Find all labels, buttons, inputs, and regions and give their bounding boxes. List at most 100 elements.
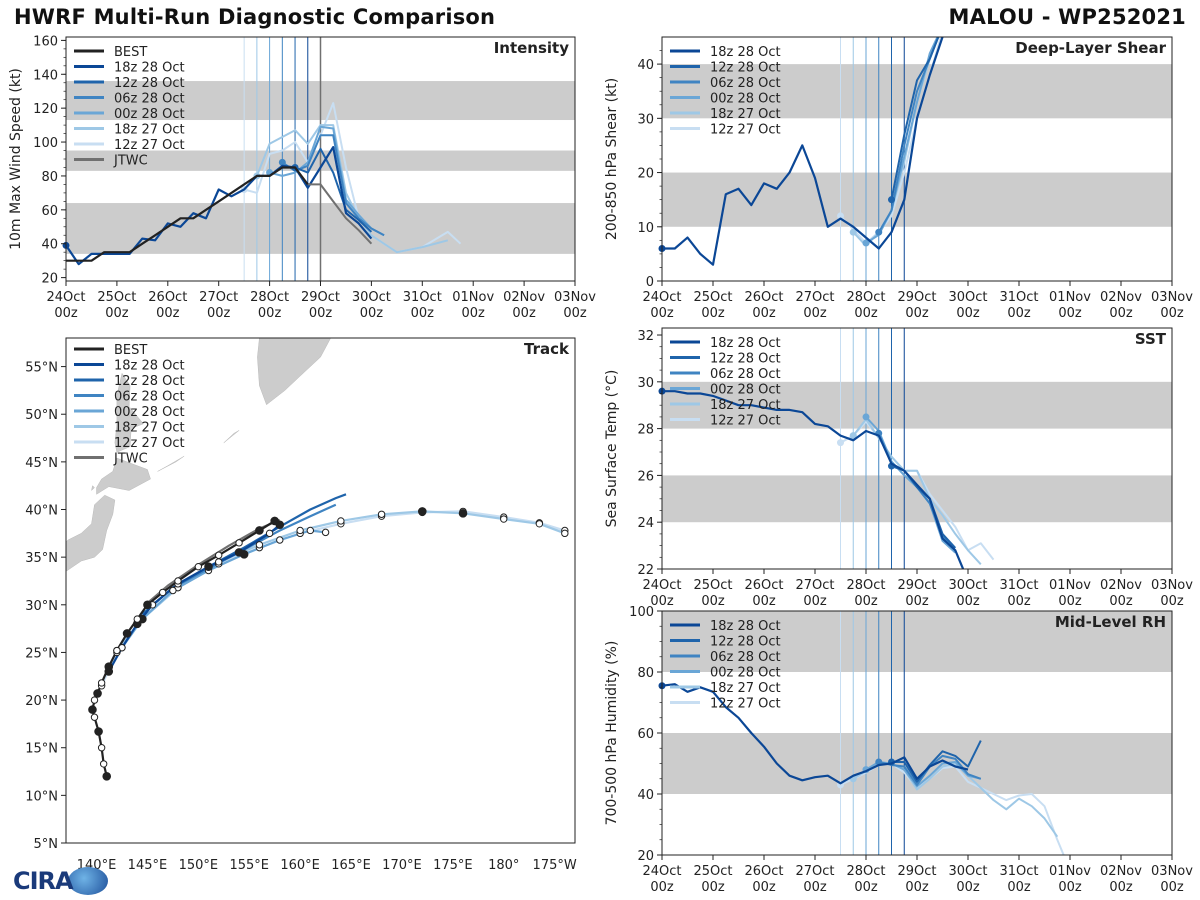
sst-xtick-sublabel: 00z: [701, 594, 725, 609]
shear-band: [662, 172, 1172, 227]
storm-name: MALOU - WP252021: [948, 5, 1186, 29]
track-legend-label: 06z 28 Oct: [114, 390, 185, 405]
intensity-xtick-label: 25Oct: [97, 290, 136, 305]
intensity-xtick-label: 26Oct: [148, 290, 187, 305]
track-xtick-label: 175°W: [533, 858, 577, 873]
intensity-ytick-label: 120: [33, 102, 58, 117]
sst-legend-label: 18z 28 Oct: [710, 336, 781, 351]
shear-xtick-label: 24Oct: [642, 290, 681, 305]
shear-xtick-label: 03Nov: [1151, 290, 1193, 305]
track-position-marker: [418, 507, 427, 516]
shear-xtick-label: 27Oct: [795, 290, 834, 305]
track-position-marker: [104, 662, 114, 672]
sst-xtick-sublabel: 00z: [854, 594, 878, 609]
intensity-xtick-sublabel: 00z: [105, 306, 129, 321]
sst-legend-label: 12z 27 Oct: [710, 414, 781, 429]
shear-xtick-label: 30Oct: [948, 290, 987, 305]
track-position-marker: [265, 529, 274, 538]
rh-legend-label: 18z 28 Oct: [710, 619, 781, 634]
sst-legend-label: 18z 27 Oct: [710, 398, 781, 413]
track-position-marker: [306, 526, 315, 535]
rh-legend-label: 00z 28 Oct: [710, 666, 781, 681]
intensity-series-r00z28: [269, 125, 385, 237]
land-shape: [157, 455, 185, 472]
shear-init-marker: [849, 228, 857, 236]
intensity-xtick-label: 29Oct: [301, 290, 340, 305]
track-panel: 10°N 15°N 20°N 25°N 30°N 35°N 40°N 45°N 50°N 55°N…: [25, 337, 577, 873]
shear-xtick-sublabel: 00z: [1109, 306, 1133, 321]
track-xtick-label: 175°E: [433, 858, 473, 873]
track-position-marker: [94, 727, 103, 736]
track-position-marker: [321, 528, 330, 537]
rh-ytick-label: 20: [637, 849, 654, 864]
rh-xtick-sublabel: 00z: [803, 880, 827, 895]
sst-title: SST: [1135, 330, 1167, 348]
track-position-marker: [90, 696, 99, 704]
track-series-r00z28: [121, 529, 326, 649]
land-shape: [114, 372, 144, 453]
track-position-marker: [235, 539, 243, 547]
sst-legend-label: 00z 28 Oct: [710, 383, 781, 398]
sst-xtick-sublabel: 00z: [752, 594, 776, 609]
track-ytick-label: 15°N: [25, 742, 58, 757]
sst-xtick-sublabel: 00z: [905, 594, 929, 609]
intensity-init-marker: [278, 158, 286, 166]
shear-init-marker: [862, 239, 870, 247]
land-shape: [66, 494, 116, 572]
intensity-legend-label: 12z 28 Oct: [114, 76, 185, 91]
land-shape: [96, 457, 151, 495]
sst-xtick-sublabel: 00z: [1007, 594, 1031, 609]
shear-ytick-label: 0: [646, 275, 654, 290]
shear-ylabel: 200-850 hPa Shear (kt): [604, 78, 620, 240]
sst-band: [662, 475, 1172, 523]
rh-series-r12z28: [891, 740, 982, 783]
intensity-legend-label: BEST: [114, 45, 147, 60]
shear-title: Deep-Layer Shear: [1015, 39, 1166, 57]
intensity-xtick-sublabel: 00z: [360, 306, 384, 321]
track-position-marker: [234, 548, 244, 557]
track-ytick-label: 30°N: [25, 599, 58, 614]
intensity-ytick-label: 80: [41, 170, 58, 185]
sst-ytick-label: 24: [637, 516, 654, 531]
land-shape: [223, 430, 240, 443]
shear-xtick-label: 31Oct: [999, 290, 1038, 305]
track-ytick-label: 50°N: [25, 408, 58, 423]
intensity-ytick-label: 160: [33, 34, 58, 49]
rh-xtick-sublabel: 00z: [956, 880, 980, 895]
intensity-series-BEST: [66, 166, 309, 262]
track-position-marker: [143, 600, 152, 610]
track-position-marker: [113, 646, 121, 655]
intensity-series-r12z28: [294, 147, 373, 233]
track-legend-label: 00z 28 Oct: [114, 405, 185, 420]
shear-series-r12z28: [890, 37, 940, 200]
shear-xtick-sublabel: 00z: [1160, 306, 1184, 321]
track-xtick-label: 180°: [488, 858, 519, 873]
shear-xtick-sublabel: 00z: [956, 306, 980, 321]
sst-legend-label: 06z 28 Oct: [710, 367, 781, 382]
shear-xtick-sublabel: 00z: [854, 306, 878, 321]
sst-init-marker: [849, 432, 857, 440]
track-position-marker: [194, 562, 203, 571]
sst-xtick-label: 28Oct: [846, 578, 885, 593]
intensity-panel: 2040608010012014016024Oct00z25Oct00z26Oc…: [8, 34, 596, 321]
rh-ytick-label: 80: [637, 666, 654, 681]
intensity-xtick-sublabel: 00z: [54, 306, 78, 321]
sst-xtick-sublabel: 00z: [1160, 594, 1184, 609]
sst-plot-area: [662, 328, 1172, 569]
track-position-marker: [535, 520, 544, 528]
sst-ytick-label: 22: [637, 563, 654, 578]
shear-legend-label: 18z 27 Oct: [710, 107, 781, 122]
rh-xtick-label: 26Oct: [744, 864, 783, 879]
track-position-marker: [500, 515, 508, 523]
sst-xtick-label: 01Nov: [1049, 578, 1091, 593]
shear-xtick-label: 02Nov: [1100, 290, 1142, 305]
intensity-xtick-sublabel: 00z: [207, 306, 231, 321]
sst-xtick-label: 31Oct: [999, 578, 1038, 593]
track-legend-label: 12z 27 Oct: [114, 436, 185, 451]
track-xtick-label: 165°E: [331, 858, 371, 873]
shear-ytick-label: 20: [637, 167, 654, 182]
rh-xtick-sublabel: 00z: [701, 880, 725, 895]
track-position-marker: [88, 705, 97, 714]
sst-xtick-label: 26Oct: [744, 578, 783, 593]
